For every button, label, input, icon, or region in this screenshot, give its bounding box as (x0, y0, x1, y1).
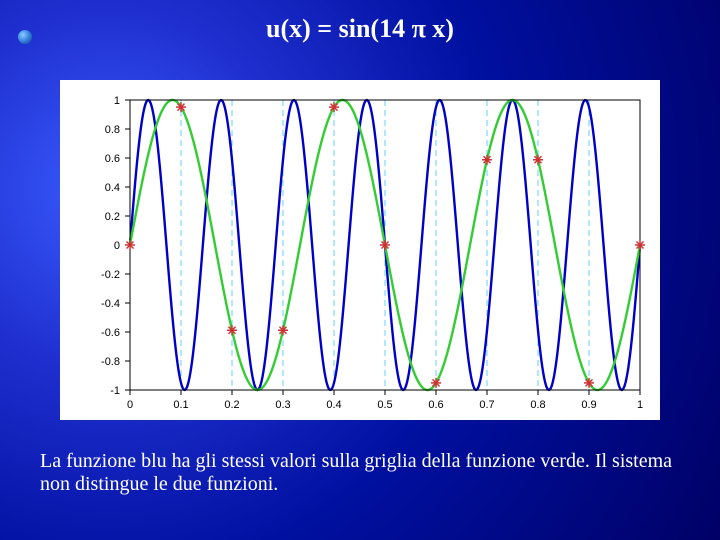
chart-container: 0 0.1 0.2 0.3 0.4 0.5 0.6 0.7 0.8 0.9 1 -1 -0.8 -0.6 -… (60, 80, 660, 420)
chart-svg: 0 0.1 0.2 0.3 0.4 0.5 0.6 0.7 0.8 0.9 1 -1 -0.8 -0.6 -… (60, 80, 660, 420)
svg-text:-0.4: -0.4 (101, 298, 120, 310)
svg-text:1: 1 (637, 399, 643, 411)
svg-text:-0.2: -0.2 (101, 269, 120, 281)
svg-text:0.2: 0.2 (224, 399, 239, 411)
svg-text:0.7: 0.7 (479, 399, 494, 411)
svg-text:0: 0 (114, 240, 120, 252)
svg-text:0.9: 0.9 (581, 399, 596, 411)
svg-text:0.8: 0.8 (105, 124, 120, 136)
slide: u(x) = sin(14 π x) 0 0.1 0.2 0.3 0.4 0.5 0.6 0.… (0, 0, 720, 540)
svg-text:0.5: 0.5 (377, 399, 392, 411)
slide-caption: La funzione blu ha gli stessi valori sul… (40, 450, 680, 496)
svg-text:0.4: 0.4 (326, 399, 341, 411)
svg-text:0.8: 0.8 (530, 399, 545, 411)
svg-text:-1: -1 (110, 385, 120, 397)
svg-text:0.1: 0.1 (173, 399, 188, 411)
svg-text:0.2: 0.2 (105, 211, 120, 223)
svg-text:0.3: 0.3 (275, 399, 290, 411)
svg-text:0.6: 0.6 (428, 399, 443, 411)
svg-text:0: 0 (127, 399, 133, 411)
svg-text:-0.6: -0.6 (101, 327, 120, 339)
svg-text:0.4: 0.4 (105, 182, 120, 194)
slide-title: u(x) = sin(14 π x) (0, 14, 720, 44)
svg-text:-0.8: -0.8 (101, 356, 120, 368)
svg-text:1: 1 (114, 95, 120, 107)
svg-text:0.6: 0.6 (105, 153, 120, 165)
